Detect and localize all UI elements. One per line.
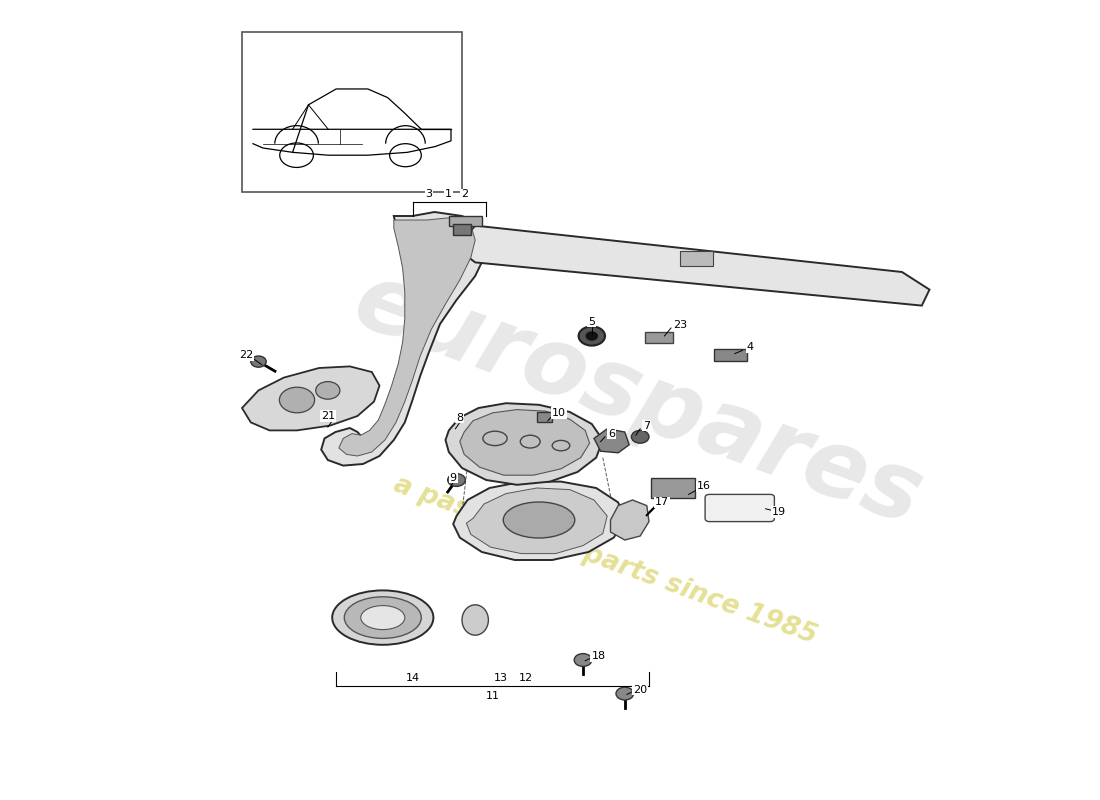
Text: 18: 18 — [592, 651, 605, 661]
Text: 16: 16 — [697, 482, 711, 491]
Bar — [453, 224, 471, 235]
Polygon shape — [446, 403, 603, 485]
Text: eurospares: eurospares — [341, 254, 935, 546]
Text: 9: 9 — [450, 473, 456, 482]
Bar — [537, 412, 552, 422]
Text: 19: 19 — [772, 507, 785, 517]
Bar — [242, 32, 462, 192]
Text: 21: 21 — [321, 411, 334, 421]
Circle shape — [586, 332, 597, 340]
Bar — [714, 349, 747, 361]
Text: a passion for parts since 1985: a passion for parts since 1985 — [389, 471, 821, 649]
Polygon shape — [460, 410, 590, 475]
Polygon shape — [453, 482, 625, 560]
Circle shape — [251, 356, 266, 367]
Text: 13: 13 — [494, 674, 507, 683]
Ellipse shape — [332, 590, 433, 645]
Text: 17: 17 — [656, 498, 669, 507]
Bar — [651, 478, 695, 498]
Circle shape — [616, 687, 634, 700]
Text: 1: 1 — [446, 190, 452, 199]
Polygon shape — [610, 500, 649, 540]
Text: 7: 7 — [644, 421, 650, 430]
Circle shape — [448, 474, 465, 486]
Polygon shape — [339, 218, 475, 456]
Circle shape — [631, 430, 649, 443]
Text: 14: 14 — [406, 674, 419, 683]
Polygon shape — [242, 366, 380, 430]
Text: 5: 5 — [588, 317, 595, 326]
Circle shape — [316, 382, 340, 399]
Text: 6: 6 — [608, 429, 615, 438]
Circle shape — [574, 654, 592, 666]
Polygon shape — [456, 226, 930, 306]
Polygon shape — [594, 429, 629, 453]
Polygon shape — [466, 488, 607, 554]
Circle shape — [579, 326, 605, 346]
Text: 12: 12 — [519, 674, 532, 683]
Text: 10: 10 — [552, 408, 565, 418]
Polygon shape — [449, 216, 482, 226]
Bar — [680, 251, 713, 266]
Text: 8: 8 — [456, 413, 463, 422]
Text: 3: 3 — [426, 190, 432, 199]
Text: 20: 20 — [634, 685, 647, 694]
Ellipse shape — [344, 597, 421, 638]
Ellipse shape — [361, 606, 405, 630]
Text: 11: 11 — [486, 691, 499, 701]
Text: 2: 2 — [461, 190, 468, 199]
FancyBboxPatch shape — [705, 494, 774, 522]
Text: 22: 22 — [240, 350, 253, 360]
Ellipse shape — [462, 605, 488, 635]
Circle shape — [279, 387, 315, 413]
Bar — [645, 332, 673, 343]
Ellipse shape — [504, 502, 574, 538]
Polygon shape — [321, 212, 486, 466]
Text: 4: 4 — [747, 342, 754, 352]
Text: 23: 23 — [673, 320, 686, 330]
